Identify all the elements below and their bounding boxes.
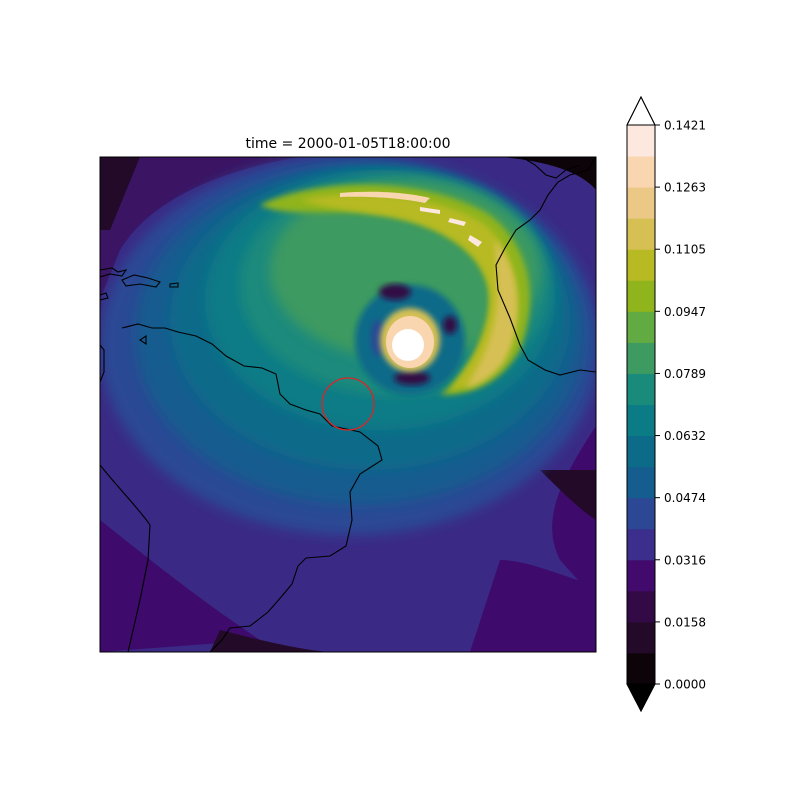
colorbar-tick-label: 0.1263	[664, 181, 706, 195]
colorbar-tick-label: 0.0789	[664, 367, 706, 381]
colorbar-segment	[627, 404, 655, 437]
colorbar-segment	[627, 621, 655, 654]
colorbar-segment	[627, 187, 655, 219]
map-panel	[100, 157, 596, 652]
colorbar-segment	[627, 156, 655, 188]
colorbar-segment	[627, 528, 655, 561]
location-marker	[321, 377, 375, 431]
colorbar-segment	[627, 125, 655, 157]
colorbar-tick-label: 0.0000	[664, 678, 706, 692]
colorbar-segment	[627, 218, 655, 250]
colorbar-tick-label: 0.0474	[664, 491, 706, 505]
colorbar-segment	[627, 373, 655, 405]
colorbar-tick-label: 0.0158	[664, 615, 706, 629]
contour-field	[100, 157, 596, 652]
colorbar-tick-label: 0.0316	[664, 553, 706, 567]
colorbar-segment	[627, 559, 655, 592]
colorbar-segment	[627, 652, 655, 685]
colorbar-segment	[627, 342, 655, 374]
colorbar: 0.0000 0.0158 0.0316 0.0474 0.0632 0.0789 0.09…	[626, 95, 706, 713]
colorbar-segment	[627, 497, 655, 530]
plot-title: time = 2000-01-05T18:00:00	[245, 136, 450, 152]
coastlines	[100, 157, 596, 652]
colorbar-segment	[627, 280, 655, 312]
colorbar-segment	[627, 590, 655, 623]
colorbar-tick-label: 0.1105	[664, 243, 706, 257]
colorbar-tick-label: 0.0632	[664, 429, 706, 443]
colorbar-extend-max	[626, 95, 656, 126]
colorbar-segment	[627, 466, 655, 499]
colorbar-extend-min	[626, 683, 656, 713]
colorbar-segment	[627, 311, 655, 343]
colorbar-tick-label: 0.0947	[664, 305, 706, 319]
colorbar-tick-label: 0.1421	[664, 119, 706, 133]
map-frame	[99, 156, 597, 653]
colorbar-segment	[627, 249, 655, 281]
colorbar-segment	[627, 435, 655, 468]
